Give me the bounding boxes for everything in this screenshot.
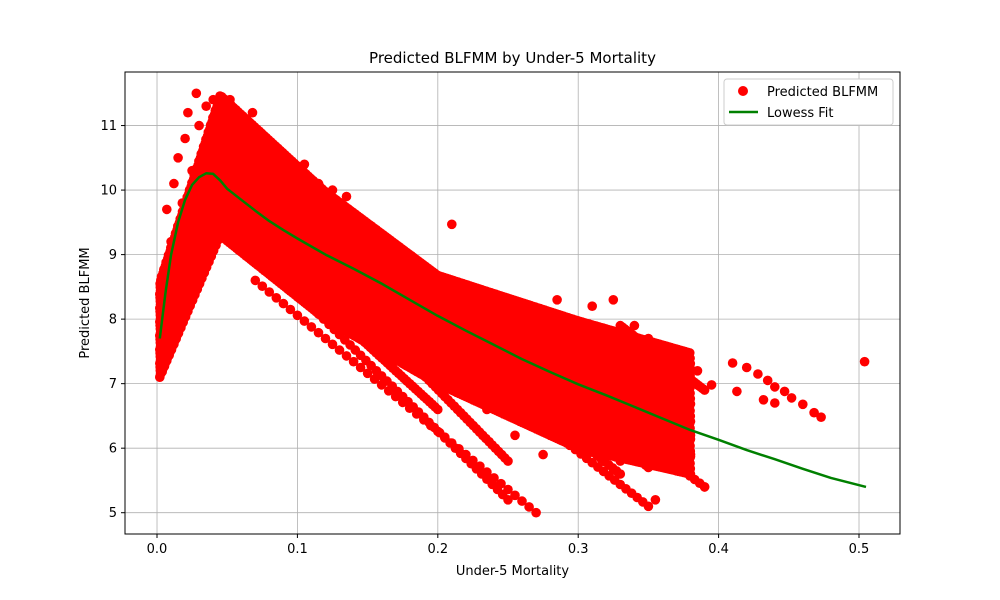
- plot-data: [155, 88, 870, 518]
